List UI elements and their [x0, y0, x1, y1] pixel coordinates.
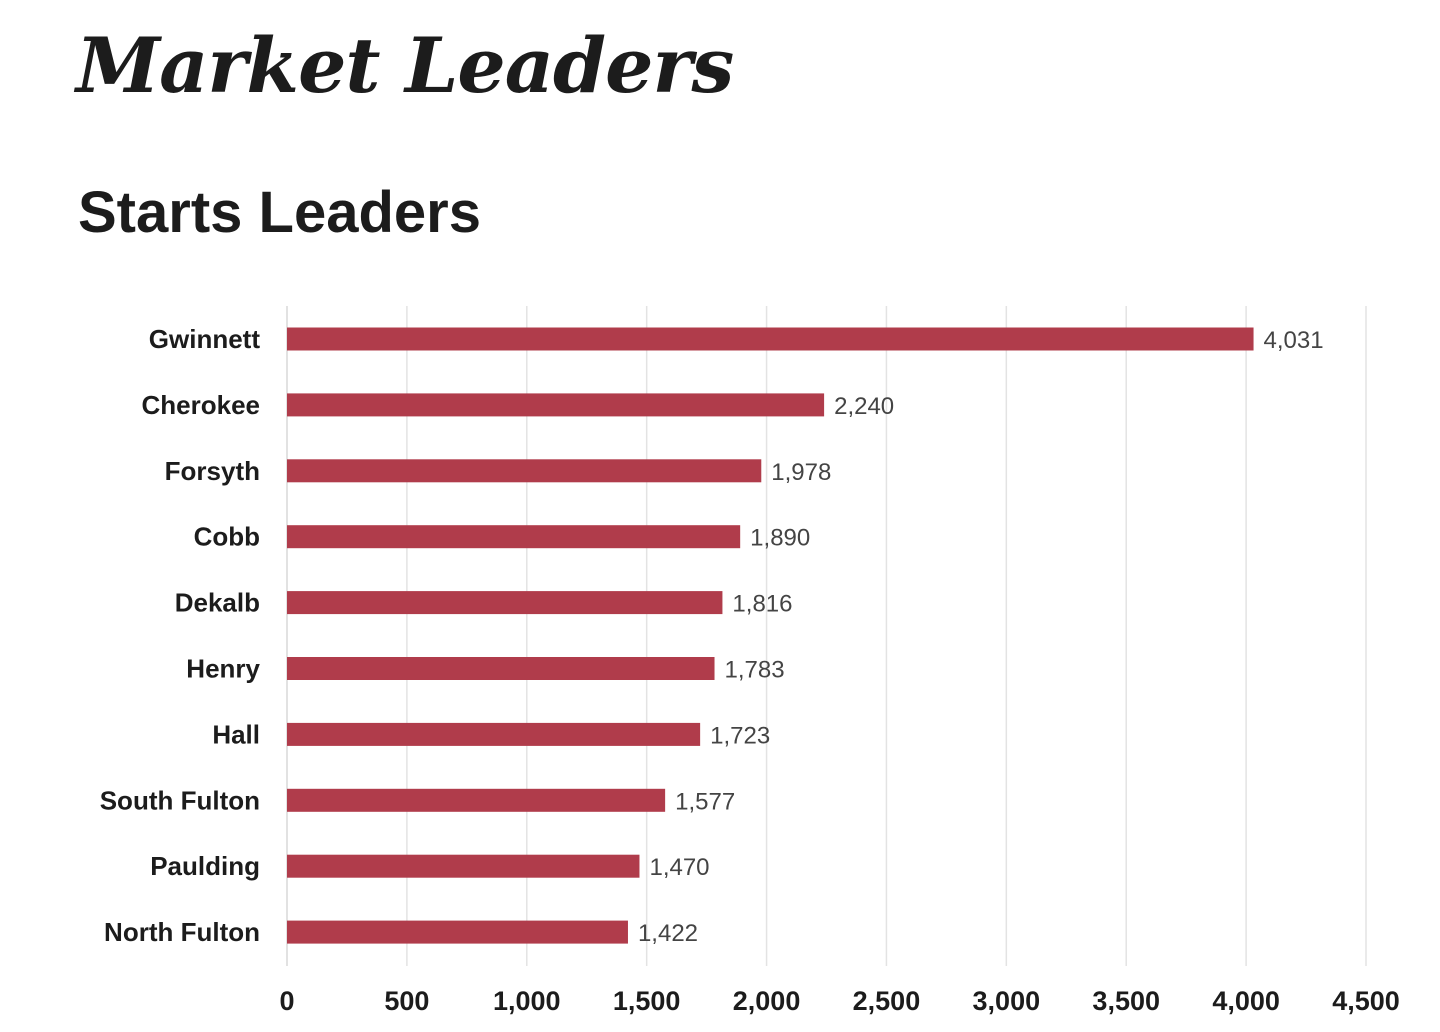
value-label: 1,816: [732, 591, 792, 618]
bar-cobb: [287, 525, 741, 549]
value-label: 4,031: [1264, 327, 1324, 354]
category-label: Dekalb: [175, 588, 260, 618]
bar-forsyth: [287, 459, 762, 483]
category-label: Cobb: [194, 522, 260, 552]
x-tick-label: 3,500: [1092, 986, 1160, 1016]
bar-hall: [287, 722, 701, 746]
value-label: 1,422: [638, 920, 698, 947]
value-label: 1,978: [771, 459, 831, 486]
x-axis-tick-labels: 0 500 1,000 1,500 2,000 2,500 3,000 3,500 4,000 4…: [279, 986, 1399, 1016]
x-tick-label: 0: [279, 986, 294, 1016]
x-tick-label: 2,500: [853, 986, 921, 1016]
bar-paulding: [287, 854, 640, 878]
bar-south-fulton: [287, 788, 666, 812]
value-label: 1,723: [710, 722, 770, 749]
value-label: 1,783: [725, 657, 785, 684]
category-label: South Fulton: [100, 785, 260, 815]
value-labels: 4,031 2,240 1,978 1,890 1,816 1,783 1,723 1,577…: [638, 327, 1324, 947]
category-labels: Gwinnett Cherokee Forsyth Cobb Dekalb Henry Ha…: [100, 324, 261, 947]
category-label: Henry: [186, 654, 260, 684]
page-title: Market Leaders: [76, 21, 734, 110]
x-tick-label: 3,000: [973, 986, 1041, 1016]
bar-henry: [287, 657, 715, 680]
bar-cherokee: [287, 393, 825, 417]
category-label: Hall: [212, 719, 260, 749]
value-label: 2,240: [834, 393, 894, 420]
category-label: Gwinnett: [149, 324, 261, 354]
x-tick-label: 2,000: [733, 986, 801, 1016]
bar-north-fulton: [287, 920, 628, 944]
section-title: Starts Leaders: [78, 180, 481, 245]
bar-dekalb: [287, 591, 723, 615]
x-tick-label: 1,000: [493, 986, 561, 1016]
value-label: 1,577: [675, 788, 735, 815]
x-tick-label: 4,000: [1212, 986, 1280, 1016]
category-label: Forsyth: [165, 456, 260, 486]
bar-gwinnett: [287, 327, 1254, 351]
bars: [287, 327, 1254, 944]
category-label: Paulding: [150, 851, 260, 881]
x-tick-label: 1,500: [613, 986, 681, 1016]
value-label: 1,470: [649, 854, 709, 881]
x-tick-label: 4,500: [1332, 986, 1400, 1016]
category-label: Cherokee: [142, 390, 261, 420]
category-label: North Fulton: [104, 917, 260, 947]
value-label: 1,890: [750, 525, 810, 552]
x-tick-label: 500: [384, 986, 429, 1016]
